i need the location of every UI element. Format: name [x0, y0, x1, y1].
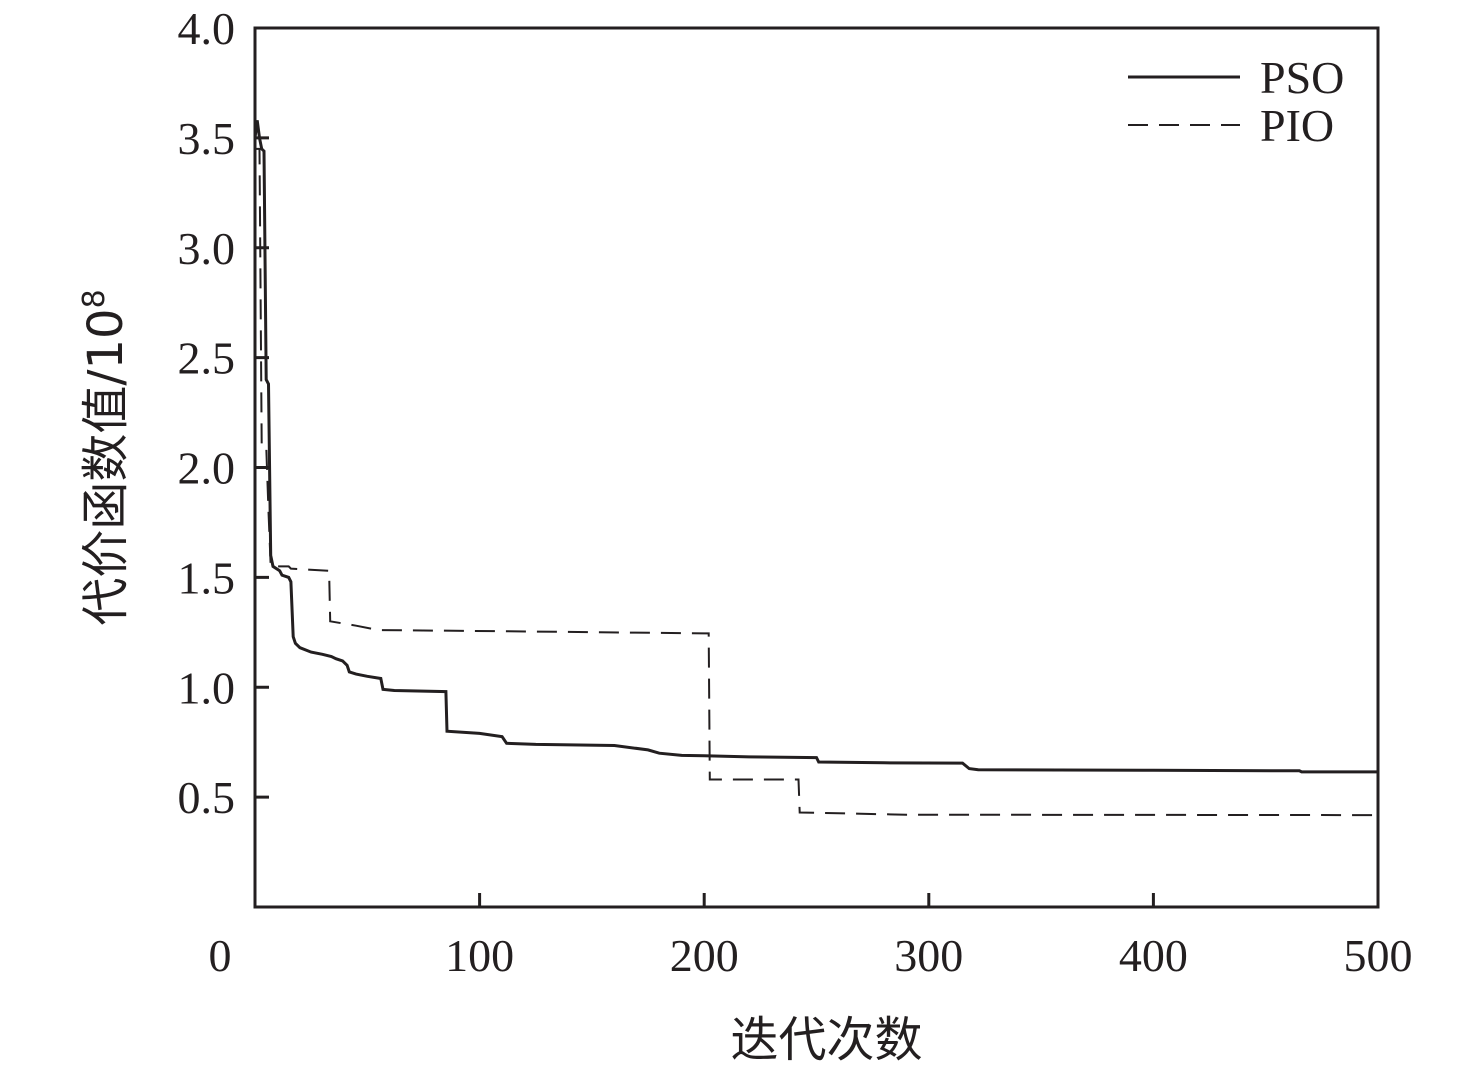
x-tick-label: 500: [1344, 930, 1413, 981]
legend-label-pio: PIO: [1260, 100, 1334, 151]
y-axis-title-main: 代价函数值/10: [78, 308, 134, 625]
y-axis-ticks: 0.5 1.0 1.5 2.0 2.5 3.0 3.5 4.0: [178, 3, 269, 823]
y-tick-label: 0.5: [178, 772, 236, 823]
y-tick-label: 3.5: [178, 113, 236, 164]
series-line-pio: [255, 147, 1379, 817]
x-tick-label: 300: [894, 930, 963, 981]
x-tick-label: 100: [445, 930, 514, 981]
x-tick-label: 200: [670, 930, 739, 981]
plot-area: [253, 120, 1379, 817]
series-line-pso: [253, 120, 1378, 774]
y-tick-label: 2.5: [178, 333, 236, 384]
y-tick-label: 4.0: [178, 3, 236, 54]
y-tick-label: 2.0: [178, 443, 236, 494]
y-axis-title: 代价函数值/108: [77, 289, 134, 625]
x-axis-title: 迭代次数: [730, 1012, 922, 1068]
x-axis-ticks: 0 100 200 300 400 500: [209, 893, 1413, 981]
x-tick-label: 0: [209, 930, 232, 981]
legend-label-pso: PSO: [1260, 52, 1344, 103]
y-tick-label: 3.0: [178, 223, 236, 274]
y-tick-label: 1.5: [178, 552, 236, 603]
x-tick-label: 400: [1119, 930, 1188, 981]
plot-frame: [253, 26, 1380, 909]
y-tick-label: 1.0: [178, 662, 236, 713]
y-axis-title-exponent: 8: [77, 289, 112, 308]
